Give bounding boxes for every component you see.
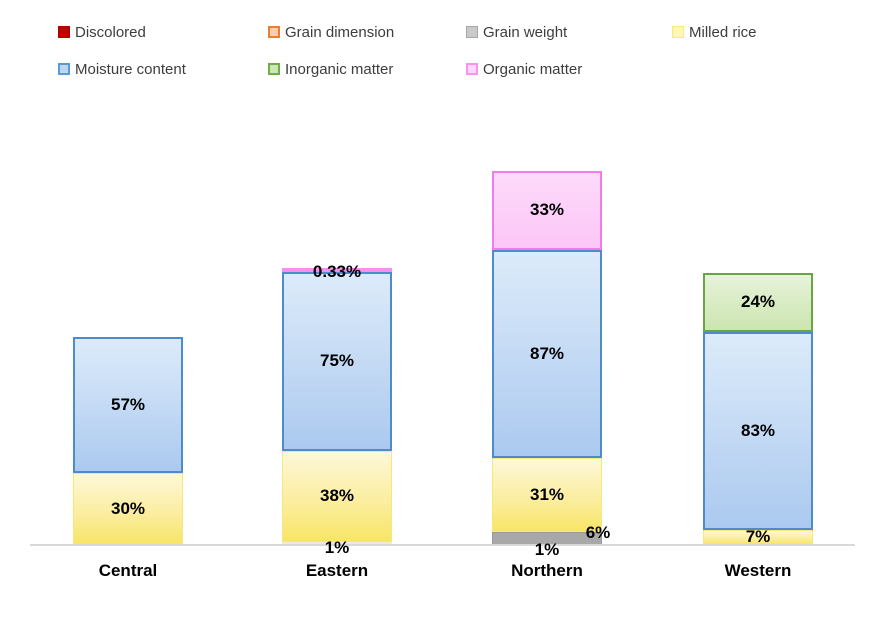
milled-rice-swatch-icon — [672, 26, 684, 38]
western-moisture-segment — [703, 332, 813, 530]
legend-item-grain-weight: Grain weight — [466, 23, 568, 41]
legend-item-discolored: Discolored — [58, 23, 146, 41]
legend-label-grain-dimension: Grain dimension — [285, 23, 395, 41]
legend-label-discolored: Discolored — [75, 23, 146, 41]
legend-label-inorganic-matter: Inorganic matter — [285, 60, 394, 78]
legend-item-organic-matter: Organic matter — [466, 60, 583, 78]
category-label-northern: Northern — [511, 561, 583, 580]
bar-northern: 33% 87% 31% 6% 1% Northern — [492, 0, 610, 625]
western-inorganic-matter-segment — [703, 273, 813, 332]
legend-item-inorganic-matter: Inorganic matter — [268, 60, 394, 78]
northern-small-segment-label: 1% — [534, 540, 560, 559]
legend-label-grain-weight: Grain weight — [483, 23, 568, 41]
bar-central: 57% 30% Central — [73, 0, 183, 625]
legend-label-moisture-content: Moisture content — [75, 60, 186, 78]
legend-label-organic-matter: Organic matter — [483, 60, 583, 78]
eastern-grain-weight-segment — [282, 542, 392, 545]
central-moisture-label: 57% — [110, 395, 146, 414]
eastern-moisture-segment — [282, 272, 392, 451]
discolored-swatch-icon — [58, 26, 70, 38]
grain-dimension-swatch-icon — [268, 26, 280, 38]
western-moisture-label: 83% — [740, 421, 776, 440]
organic-matter-swatch-icon — [466, 63, 478, 75]
category-label-western: Western — [724, 561, 792, 580]
northern-moisture-label: 87% — [529, 344, 565, 363]
central-moisture-segment — [73, 337, 183, 473]
northern-moisture-segment — [492, 250, 602, 458]
grain-weight-swatch-icon — [466, 26, 478, 38]
x-axis-line — [30, 544, 855, 546]
northern-organic-matter-label: 33% — [529, 200, 565, 219]
inorganic-matter-swatch-icon — [268, 63, 280, 75]
bar-eastern: 0.33% 75% 38% 1% Eastern — [282, 0, 392, 625]
bar-western: 24% 83% 7% Western — [703, 0, 813, 625]
category-label-eastern: Eastern — [305, 561, 369, 580]
eastern-organic-matter-segment — [282, 268, 392, 272]
eastern-organic-matter-label: 0.33% — [312, 262, 362, 281]
legend-item-grain-dimension: Grain dimension — [268, 23, 395, 41]
northern-grain-weight-label: 6% — [585, 523, 611, 542]
legend-item-milled-rice: Milled rice — [672, 23, 757, 41]
eastern-small-segment-label: 1% — [324, 538, 350, 557]
eastern-milled-rice-segment — [282, 451, 392, 542]
moisture-content-swatch-icon — [58, 63, 70, 75]
northern-organic-matter-segment — [492, 171, 602, 250]
central-milled-rice-label: 30% — [110, 499, 146, 518]
eastern-moisture-label: 75% — [319, 351, 355, 370]
legend-item-moisture-content: Moisture content — [58, 60, 186, 78]
legend-label-milled-rice: Milled rice — [689, 23, 757, 41]
northern-milled-rice-label: 31% — [529, 485, 565, 504]
western-milled-rice-label: 7% — [745, 527, 771, 546]
western-inorganic-matter-label: 24% — [740, 292, 776, 311]
eastern-milled-rice-label: 38% — [319, 486, 355, 505]
northern-milled-rice-segment — [492, 458, 602, 532]
category-label-central: Central — [98, 561, 158, 580]
